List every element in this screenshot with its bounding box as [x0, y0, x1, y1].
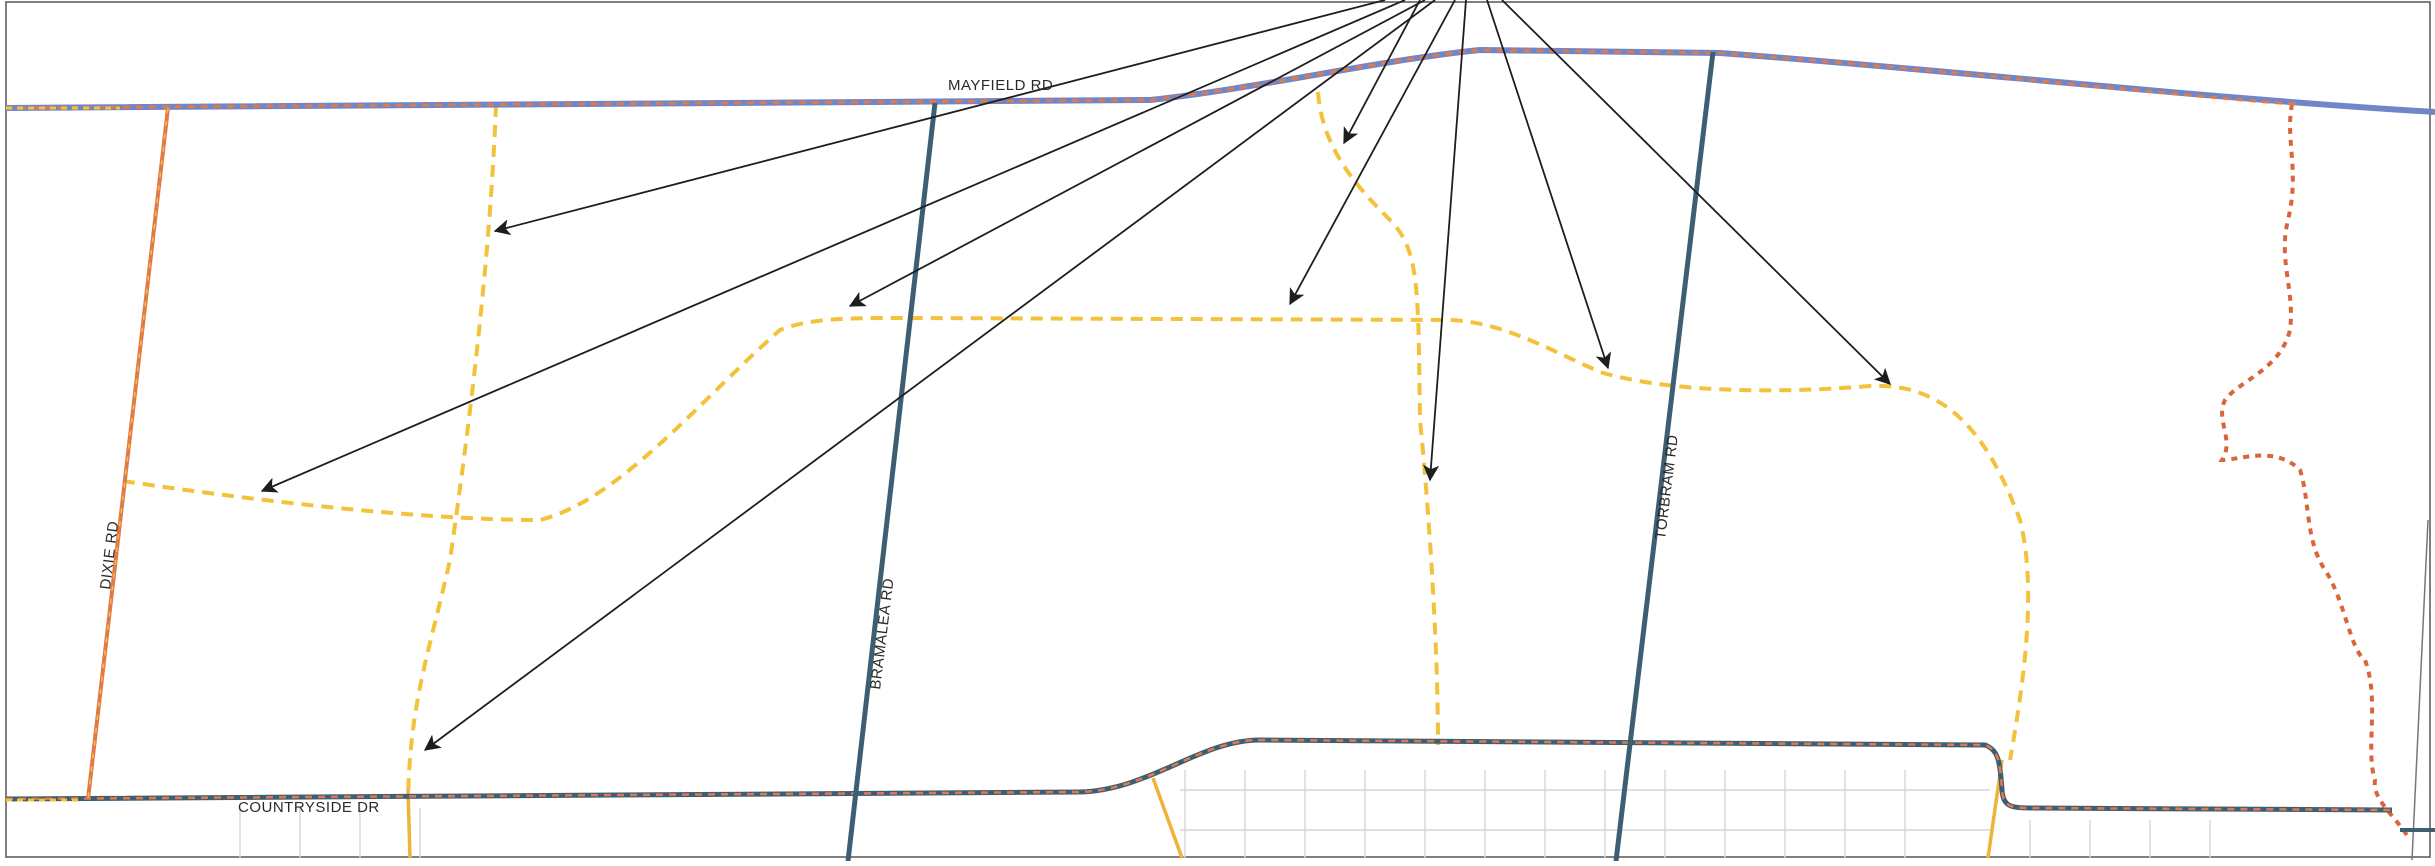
creek-boundary: [2218, 103, 2412, 842]
label-mayfield-rd: MAYFIELD RD: [948, 77, 1053, 94]
callout-arrows: [260, 0, 1891, 751]
arrow-collector-east: [1486, 0, 1612, 370]
arrow-collector-west-segment: [260, 0, 1406, 493]
torbram-road: [1613, 51, 1716, 862]
main-east-west-collector: [122, 315, 2031, 761]
label-torbram-rd: TORBRAM RD: [1652, 434, 1682, 541]
mayfield-road: [5, 46, 2435, 115]
arrow-central-collector: [1423, 0, 1467, 482]
label-countryside-dr: COUNTRYSIDE DR: [238, 799, 380, 816]
arrow-collector-central: [1289, 0, 1456, 306]
east-boundary-line: [2411, 519, 2429, 861]
bramalea-road: [845, 102, 938, 862]
existing-collector-roads: [406, 759, 2004, 859]
label-dixie-rd: DIXIE RD: [97, 520, 122, 591]
proposed-collector-roads: [122, 91, 2031, 801]
dixie-road: [86, 107, 170, 800]
arrow-collector-bramalea: [848, 0, 1426, 307]
arterial-roads: [5, 46, 2435, 862]
arrow-collector-far-east: [1501, 0, 1891, 385]
arrow-west-collector: [493, 0, 1386, 236]
arrow-southwest-collector: [423, 0, 1436, 751]
map-frame: [5, 1, 2431, 858]
arrow-central-north: [1343, 0, 1421, 145]
central-collector: [1316, 91, 1440, 746]
west-collector: [406, 104, 498, 801]
local-street-grid: [239, 770, 2211, 858]
